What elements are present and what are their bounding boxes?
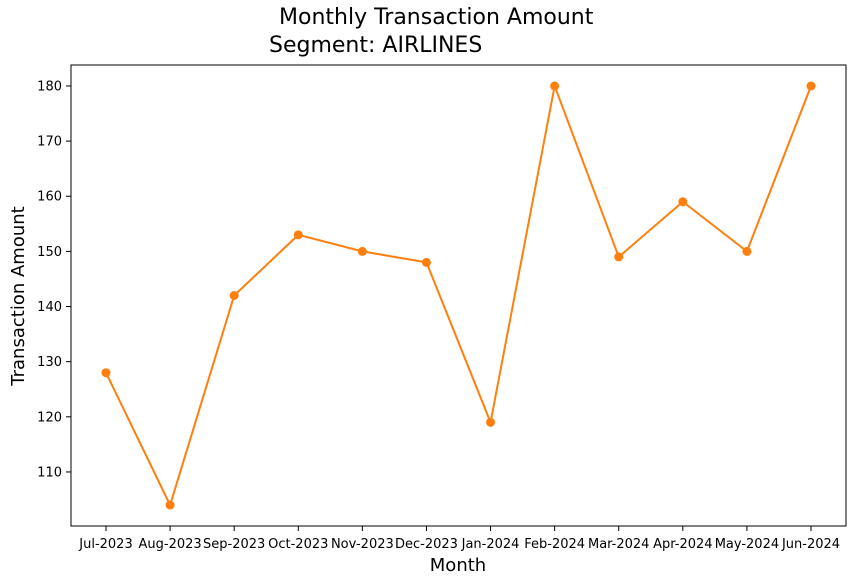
x-tick-label: Apr-2024 <box>653 537 712 552</box>
y-axis-ticks: 110 120 130 140 150 160 170 180 <box>37 79 71 480</box>
y-tick-label: 120 <box>37 410 62 425</box>
data-point <box>614 252 624 262</box>
y-tick-label: 130 <box>37 355 62 370</box>
x-tick-label: Sep-2023 <box>203 537 265 552</box>
x-axis-ticks: Jul-2023 Aug-2023 Sep-2023 Oct-2023 Nov-2023… <box>78 526 840 552</box>
x-tick-label: Dec-2023 <box>395 537 458 552</box>
x-tick-label: Jul-2023 <box>78 537 132 552</box>
data-point <box>742 246 752 256</box>
x-axis-label: Month <box>430 555 486 576</box>
data-point <box>229 291 239 300</box>
data-point <box>101 368 111 378</box>
x-tick-label: May-2024 <box>715 537 779 552</box>
data-point <box>165 500 175 510</box>
x-tick-label: Aug-2023 <box>139 537 202 552</box>
data-point <box>678 197 688 207</box>
y-tick-label: 160 <box>37 190 62 205</box>
data-point <box>806 81 816 91</box>
x-tick-label: Feb-2024 <box>524 537 585 552</box>
chart-subtitle: Segment: AIRLINES <box>269 33 483 58</box>
data-point <box>293 230 303 240</box>
data-point <box>486 417 496 427</box>
plot-area-frame <box>70 64 847 527</box>
series-line <box>105 84 812 507</box>
y-tick-label: 170 <box>37 135 62 150</box>
y-tick-label: 150 <box>37 245 62 260</box>
data-point <box>421 257 431 267</box>
y-tick-label: 110 <box>37 465 62 480</box>
x-tick-label: Nov-2023 <box>331 537 394 552</box>
x-tick-label: Mar-2024 <box>588 537 649 552</box>
x-tick-label: Jan-2024 <box>461 537 520 552</box>
x-tick-label: Oct-2023 <box>268 537 328 552</box>
chart-title: Monthly Transaction Amount <box>279 5 594 30</box>
data-point <box>550 81 560 91</box>
y-axis-label: Transaction Amount <box>8 206 29 386</box>
y-tick-label: 140 <box>37 300 62 315</box>
y-tick-label: 180 <box>37 79 62 94</box>
data-point <box>357 246 367 256</box>
series-layer <box>101 81 816 510</box>
x-tick-label: Jun-2024 <box>781 537 840 552</box>
